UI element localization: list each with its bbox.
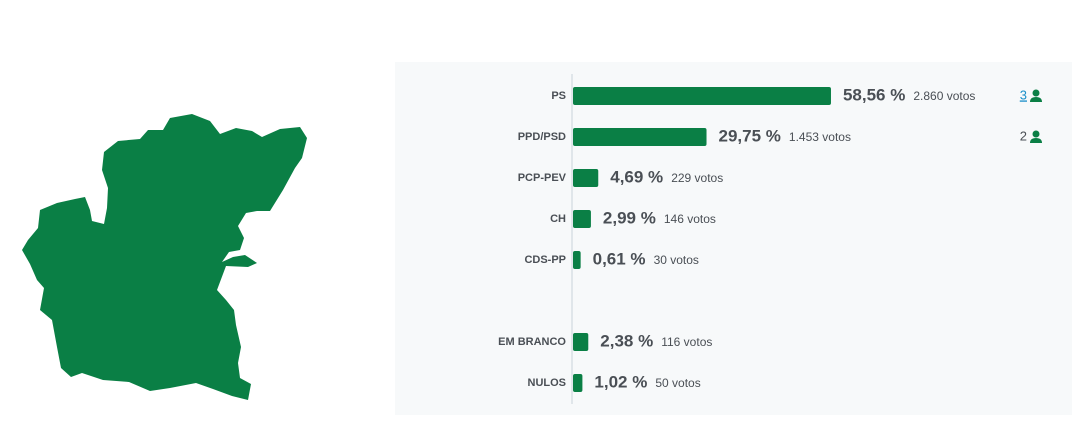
- category-label: PS: [551, 90, 566, 102]
- seat-icon: [1030, 97, 1042, 102]
- votes-label: 2.860 votos: [913, 89, 975, 103]
- percent-label: 2,38 %: [600, 331, 653, 350]
- bar: [573, 128, 707, 146]
- seat-icon: [1032, 89, 1040, 97]
- votes-label: 30 votos: [654, 253, 699, 267]
- seats-count[interactable]: 3: [1020, 87, 1027, 102]
- percent-label: 4,69 %: [610, 167, 663, 186]
- percent-label: 58,56 %: [843, 85, 905, 104]
- bar: [573, 87, 831, 105]
- percent-label: 2,99 %: [603, 208, 656, 227]
- percent-label: 1,02 %: [594, 372, 647, 391]
- bar: [573, 374, 583, 392]
- category-label: EM BRANCO: [498, 336, 566, 348]
- percent-label: 0,61 %: [593, 249, 646, 268]
- bar: [573, 169, 599, 187]
- category-label: CH: [550, 213, 566, 225]
- bar: [573, 333, 589, 351]
- votes-label: 1.453 votos: [789, 130, 851, 144]
- results-panel: [395, 62, 1072, 415]
- votes-label: 50 votos: [655, 376, 700, 390]
- seat-icon: [1030, 138, 1042, 143]
- seats-count: 2: [1020, 128, 1027, 143]
- votes-label: 229 votos: [671, 171, 723, 185]
- bar: [573, 210, 591, 228]
- bar: [573, 251, 581, 269]
- votes-label: 146 votos: [664, 212, 716, 226]
- percent-label: 29,75 %: [719, 126, 781, 145]
- votes-label: 116 votos: [661, 335, 712, 349]
- category-label: PCP-PEV: [518, 172, 567, 184]
- category-label: CDS-PP: [524, 254, 566, 266]
- category-label: NULOS: [528, 377, 567, 389]
- region-map: [22, 114, 307, 400]
- category-label: PPD/PSD: [518, 131, 566, 143]
- seat-icon: [1032, 130, 1040, 138]
